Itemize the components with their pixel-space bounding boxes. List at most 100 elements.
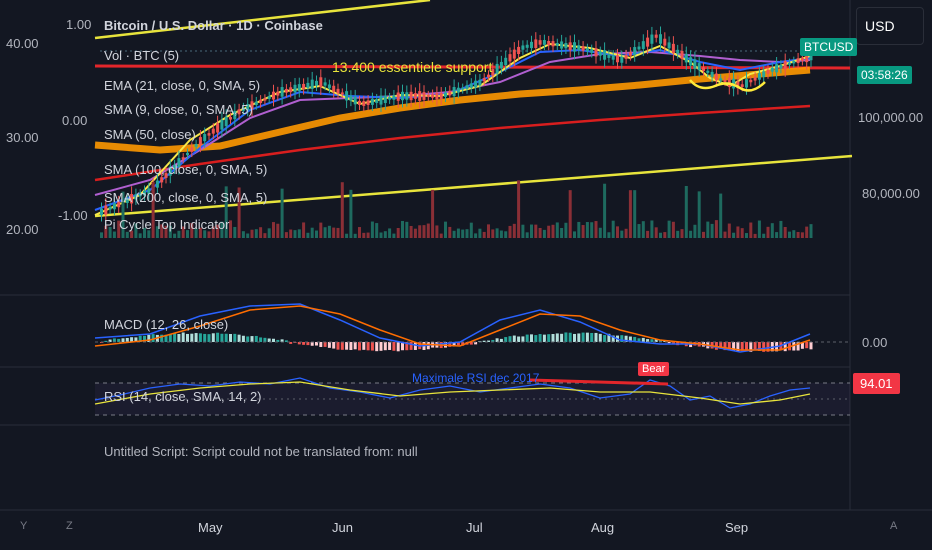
volume-bar — [104, 225, 108, 238]
macd-hist-bar — [667, 342, 671, 344]
macd-hist-bar — [310, 342, 314, 346]
indicator-sma-200[interactable]: SMA (200, close, 0, SMA, 5) — [104, 190, 268, 205]
candle-body — [259, 99, 263, 104]
volume-bar — [697, 191, 701, 238]
candle-body — [517, 46, 521, 55]
rsi-label[interactable]: RSI (14, close, SMA, 14, 2) — [104, 389, 262, 404]
volume-bar — [465, 229, 469, 238]
candle-body — [714, 73, 718, 81]
volume-bar — [177, 230, 181, 238]
macd-hist-bar — [138, 335, 142, 342]
volume-bar — [426, 223, 430, 238]
candle-body — [250, 101, 254, 110]
indicator-sma-100[interactable]: SMA (100, close, 0, SMA, 5) — [104, 162, 268, 177]
candle-body — [702, 67, 705, 72]
candle-body — [611, 55, 615, 60]
volume-bar — [676, 230, 680, 238]
volume-bar — [633, 190, 637, 238]
volume-bar — [431, 189, 435, 238]
macd-hist-bar — [641, 337, 645, 342]
candle-body — [710, 71, 714, 77]
candle-body — [684, 53, 688, 63]
macd-hist-bar — [241, 335, 245, 342]
volume-bar — [254, 229, 258, 238]
candle-body — [203, 134, 207, 142]
sma-200-line — [94, 104, 811, 182]
volume-bar — [259, 227, 263, 238]
candle-body — [560, 41, 564, 49]
indicator-ema-21[interactable]: EMA (21, close, 0, SMA, 5) — [104, 78, 261, 93]
macd-hist-bar — [594, 332, 598, 342]
macd-hist-bar — [130, 337, 134, 342]
volume-bar — [401, 220, 404, 238]
candle-body — [637, 46, 641, 50]
candle-body — [284, 88, 288, 93]
candle-body — [220, 119, 224, 130]
currency-button[interactable]: USD — [856, 7, 924, 45]
candle-body — [616, 55, 619, 63]
indicator-sma-9[interactable]: SMA (9, close, 0, SMA, 5) — [104, 102, 253, 117]
macd-hist-bar — [272, 338, 275, 342]
volume-bar — [770, 223, 774, 238]
macd-hist-bar — [637, 338, 641, 342]
macd-hist-bar — [151, 334, 155, 342]
candle-body — [706, 70, 710, 73]
indicator-sma-50[interactable]: SMA (50, close) — [104, 127, 196, 142]
volume-bar — [800, 232, 804, 238]
left-axis-label: 40.00 — [6, 36, 39, 51]
volume-bar — [229, 220, 232, 238]
macd-hist-bar — [590, 332, 594, 342]
volume-bar — [495, 228, 499, 238]
rsi-band — [95, 383, 850, 415]
candle-body — [525, 44, 529, 48]
symbol-title[interactable]: Bitcoin / U.S. Dollar · 1D · Coinbase — [104, 18, 323, 33]
macd-hist-bar — [190, 333, 194, 342]
candle-body — [663, 38, 667, 46]
candle-body — [254, 101, 258, 106]
macd-label[interactable]: MACD (12, 26, close) — [104, 317, 229, 332]
volume-bar — [654, 227, 658, 238]
candle-body — [263, 98, 267, 101]
auto-scale-button[interactable]: A — [890, 520, 898, 532]
z-button[interactable]: Z — [66, 520, 73, 532]
macd-hist-bar — [302, 342, 306, 345]
left-axis-label: 30.00 — [6, 130, 39, 145]
volume-bar — [508, 225, 512, 238]
indicator-volume[interactable]: Vol · BTC (5) — [104, 48, 180, 63]
macd-hist-bar — [267, 338, 271, 342]
candle-body — [134, 194, 138, 200]
volume-bar — [409, 225, 413, 238]
volume-bar — [521, 224, 525, 238]
macd-hist-bar — [469, 342, 473, 345]
volume-bar — [667, 220, 671, 238]
volume-bar — [478, 228, 482, 238]
macd-hist-bar — [809, 342, 813, 350]
candle-body — [194, 144, 198, 147]
macd-hist-bar — [168, 334, 172, 342]
volume-bar — [594, 221, 598, 238]
rsi-value-tag: 94.01 — [853, 373, 900, 394]
left-axis-label: 20.00 — [6, 222, 39, 237]
macd-hist-bar — [723, 342, 727, 351]
volume-bar — [805, 226, 809, 238]
macd-hist-bar — [108, 339, 112, 342]
handdrawn-mark — [689, 79, 766, 92]
candle-body — [607, 54, 611, 58]
candle-body — [504, 57, 508, 66]
macd-hist-bar — [259, 337, 263, 342]
indicator-pi-cycle[interactable]: Pi Cycle Top Indicator — [104, 217, 230, 232]
candle-body — [555, 43, 559, 46]
candle-body — [211, 128, 215, 134]
macd-hist-bar — [547, 334, 551, 342]
volume-bar — [689, 230, 693, 238]
macd-hist-bar — [409, 342, 413, 350]
volume-bar — [538, 227, 542, 238]
volume-bar — [310, 227, 314, 238]
candle-body — [762, 71, 766, 78]
candle-body — [757, 73, 761, 80]
y-axis-button[interactable]: Y — [20, 520, 28, 532]
macd-hist-bar — [280, 339, 284, 342]
volume-bar — [564, 222, 568, 238]
macd-hist-bar — [306, 342, 310, 346]
